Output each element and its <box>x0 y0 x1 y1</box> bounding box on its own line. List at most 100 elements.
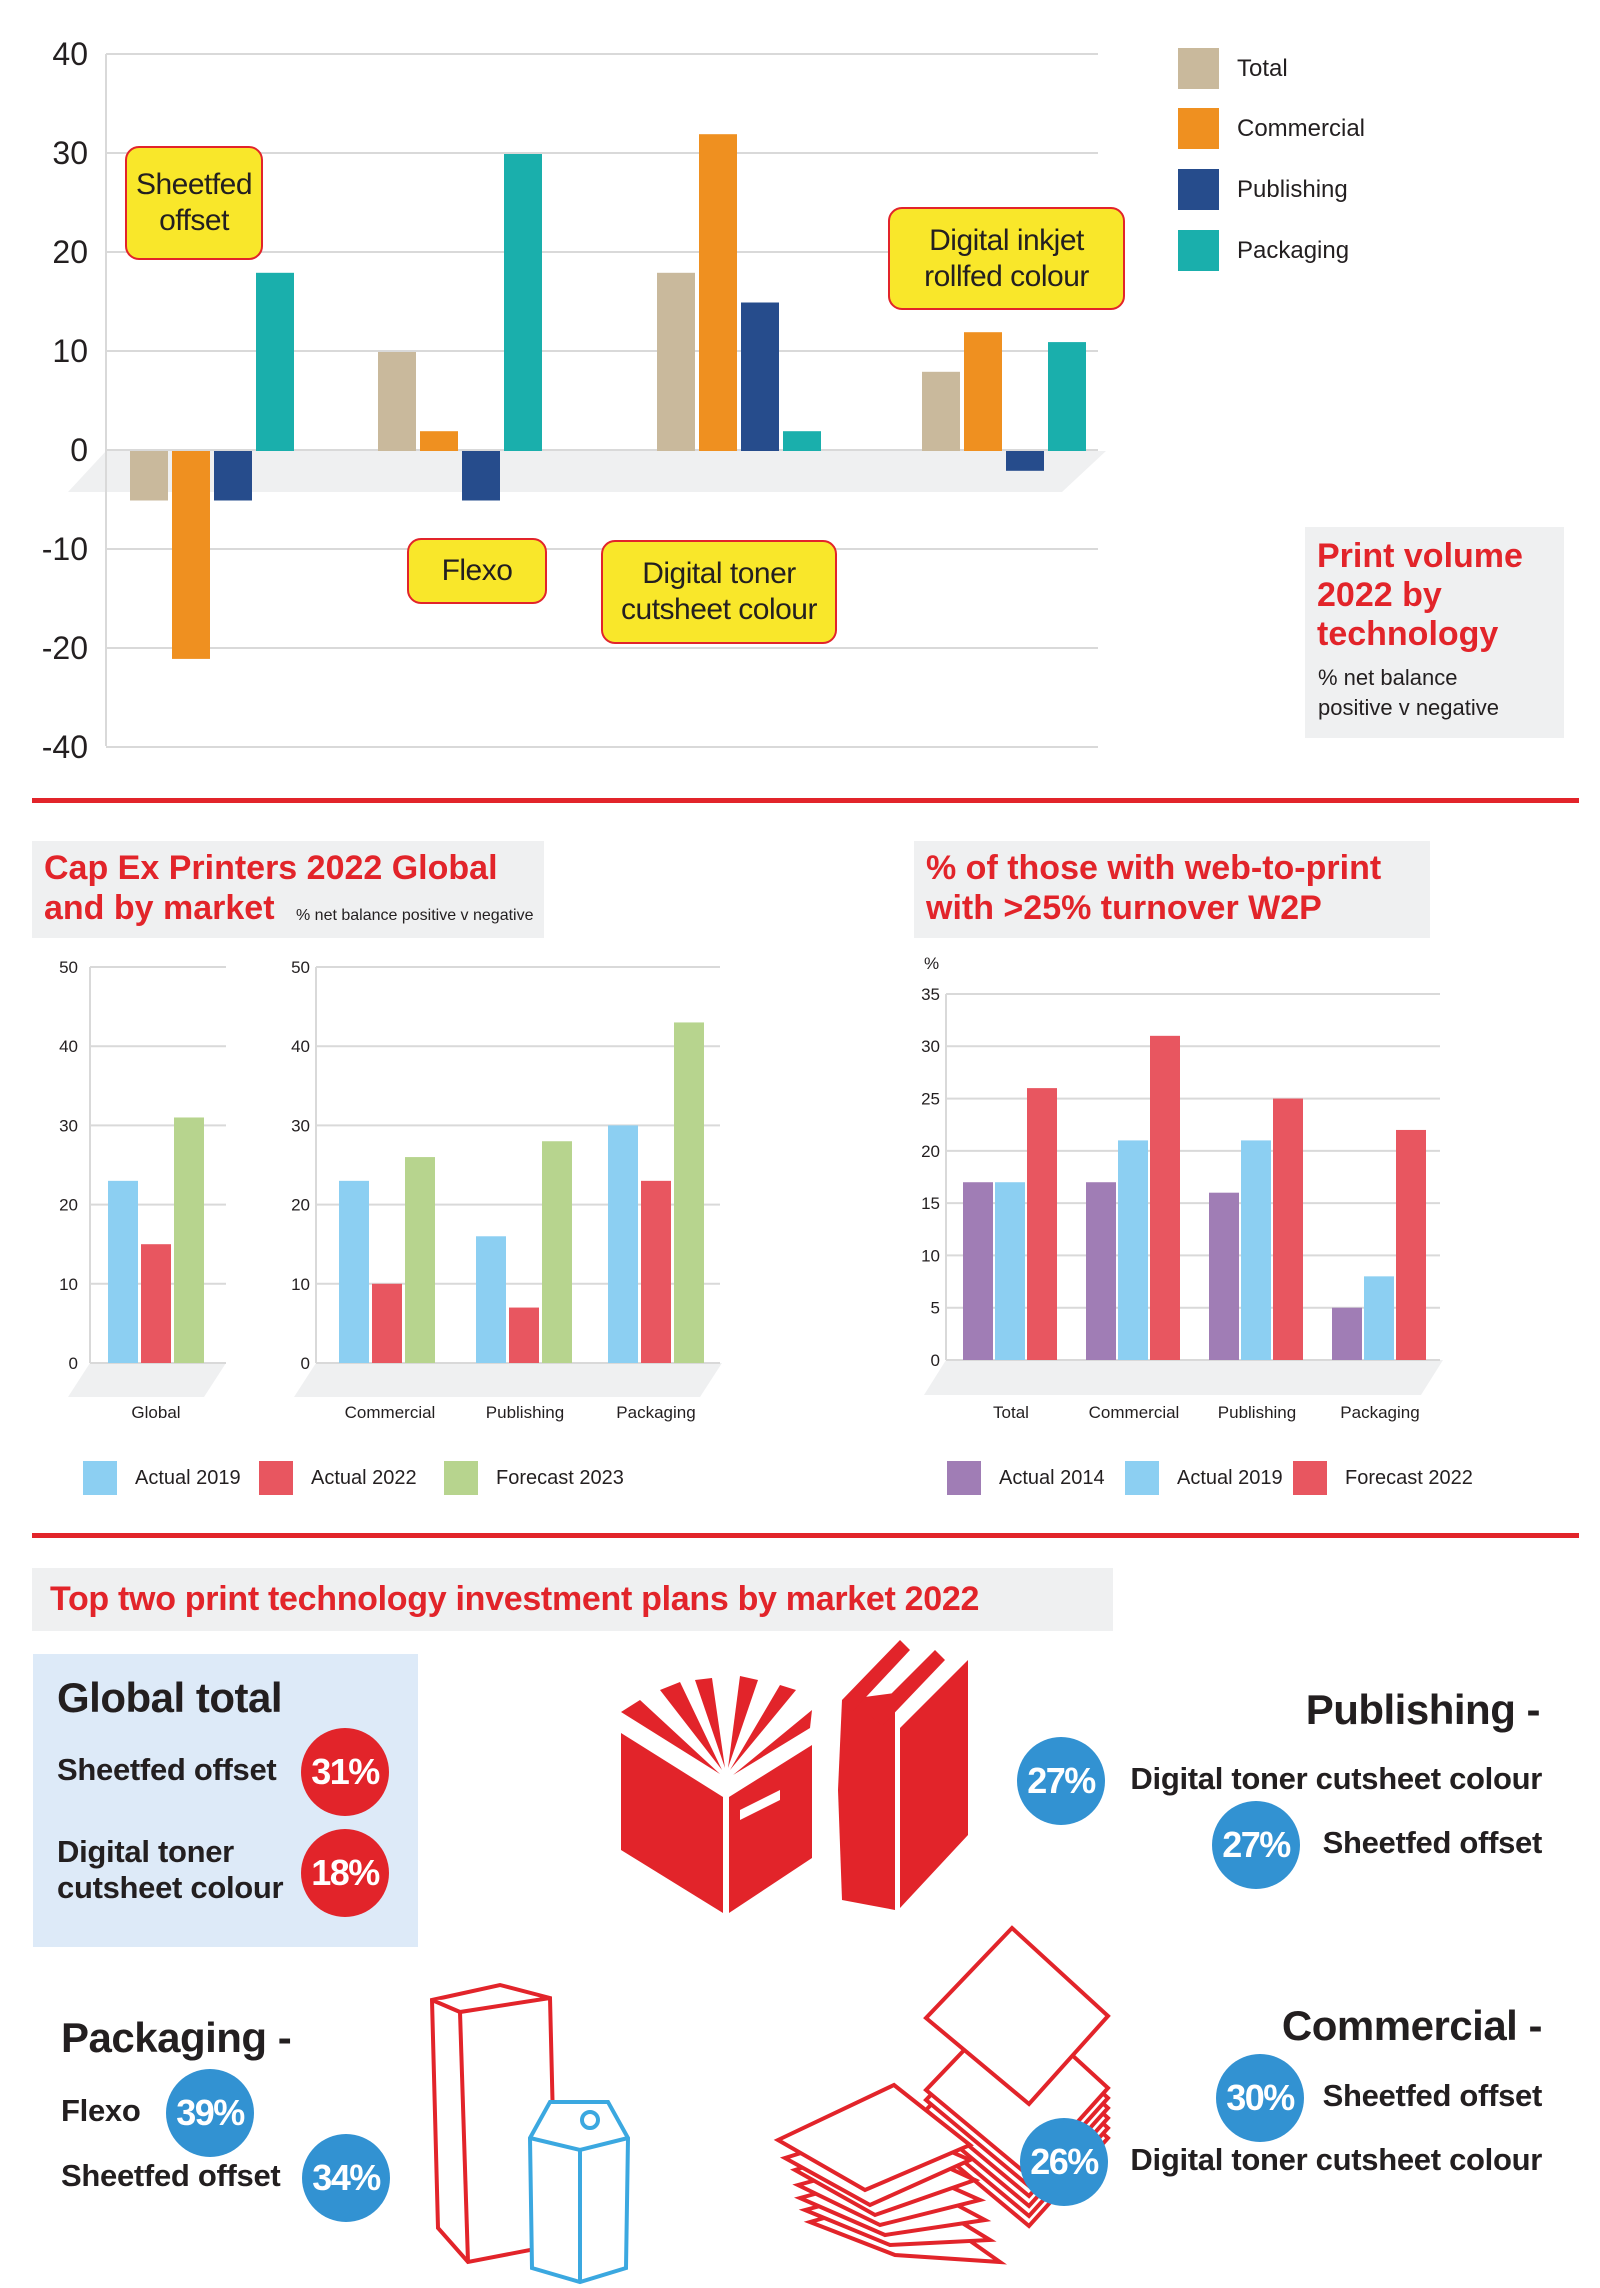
global-item-label: Sheetfed offset <box>57 1752 277 1787</box>
percent-badge: 30% <box>1216 2054 1304 2142</box>
chart-subtitle: % net balance positive v negative <box>296 907 534 924</box>
legend-actual-2014: Actual 2014 <box>947 1461 1105 1495</box>
legend-swatch <box>1178 230 1219 271</box>
chart-title: Cap Ex Printers 2022 Global <box>44 849 498 887</box>
callout-digital-inkjet: Digital inkjet rollfed colour <box>888 207 1125 310</box>
bar-actual-2019 <box>1364 1276 1394 1360</box>
bar-actual-2019 <box>476 1236 506 1363</box>
bar-forecast-2023 <box>674 1022 704 1363</box>
bar-commercial <box>420 431 458 451</box>
bar-total <box>922 371 960 451</box>
y-tick-label: 20 <box>59 1196 78 1215</box>
legend-swatch <box>83 1461 117 1495</box>
bar-actual-2019 <box>1118 1140 1148 1360</box>
percent-badge: 39% <box>166 2069 254 2157</box>
bar-total <box>130 451 168 501</box>
packaging-title: Packaging - <box>61 2014 292 2061</box>
y-tick-label: 0 <box>69 1354 78 1373</box>
y-tick-label: 50 <box>59 958 78 977</box>
w2p-chart: 0 5 10 15 20 25 30 35 <box>921 985 1443 1395</box>
capex-chart: 0 10 20 30 40 50 0 10 20 30 40 50 <box>59 958 722 1397</box>
bar-publishing <box>741 302 779 451</box>
section-divider <box>32 1533 1579 1538</box>
chart-floor <box>294 1363 722 1397</box>
legend-actual-2019: Actual 2019 <box>83 1461 241 1495</box>
y-tick-label: 10 <box>291 1275 310 1294</box>
category-label: Total <box>993 1403 1029 1422</box>
y-tick-label: 30 <box>59 1116 78 1135</box>
bar-packaging <box>783 431 821 451</box>
bar-actual-2014 <box>963 1182 993 1360</box>
legend-publishing: Publishing <box>1178 169 1348 210</box>
legend-swatch <box>1293 1461 1327 1495</box>
plans-title-box: Top two print technology investment plan… <box>32 1568 1113 1631</box>
legend-packaging: Packaging <box>1178 230 1349 271</box>
chart-floor <box>924 1360 1443 1395</box>
y-tick-label: 0 <box>931 1351 940 1370</box>
bar-actual-2019 <box>339 1180 369 1363</box>
chart-floor <box>68 1363 226 1397</box>
y-tick-label: 50 <box>291 958 310 977</box>
bar-publishing <box>1006 451 1044 471</box>
category-label: Global <box>131 1403 181 1422</box>
legend-swatch <box>259 1461 293 1495</box>
callout-digital-toner: Digital toner cutsheet colour <box>601 540 837 644</box>
callout-flexo: Flexo <box>407 538 547 604</box>
bar-forecast-2023 <box>542 1141 572 1363</box>
category-label: Packaging <box>616 1403 696 1422</box>
bar-actual-2014 <box>1332 1307 1362 1360</box>
y-tick-label: 0 <box>301 1354 310 1373</box>
legend-forecast-2022: Forecast 2022 <box>1293 1461 1473 1495</box>
publishing-title: Publishing - <box>1305 1686 1541 1733</box>
legend-swatch <box>1125 1461 1159 1495</box>
y-tick-label: -40 <box>42 729 88 765</box>
category-label: Commercial <box>344 1403 436 1422</box>
chart-title: % of those with web-to-print <box>926 849 1382 887</box>
bar-total <box>657 272 695 451</box>
print-volume-title-box: Print volume 2022 by technology % net ba… <box>1305 527 1564 738</box>
legend-swatch <box>1178 169 1219 210</box>
percent-badge: 34% <box>302 2134 390 2222</box>
chart-floor <box>68 451 1106 492</box>
bar-actual-2022 <box>509 1307 539 1363</box>
callout-sheetfed-offset: Sheetfed offset <box>125 146 263 260</box>
global-total-panel: Global total Sheetfed offset 31% Digital… <box>33 1654 418 1947</box>
y-tick-label: 25 <box>921 1090 940 1109</box>
y-tick-label: 20 <box>52 234 88 270</box>
legend-total: Total <box>1178 48 1288 89</box>
y-tick-label: 20 <box>921 1142 940 1161</box>
bar-actual-2022 <box>141 1244 171 1363</box>
legend-swatch <box>444 1461 478 1495</box>
packaging-item-label: Flexo <box>61 2093 141 2128</box>
bar-packaging <box>256 272 294 451</box>
chart-subtitle: % net balance positive v negative <box>1318 665 1499 720</box>
y-tick-label: 30 <box>921 1037 940 1056</box>
bar-actual-2022 <box>372 1283 402 1363</box>
percent-badge: 27% <box>1017 1737 1105 1825</box>
bar-actual-2014 <box>1209 1192 1239 1360</box>
bar-commercial <box>964 332 1002 451</box>
drink-carton-icon <box>429 1982 631 2285</box>
percent-badge: 27% <box>1212 1801 1300 1889</box>
y-tick-label: 10 <box>921 1246 940 1265</box>
plans-title: Top two print technology investment plan… <box>50 1580 980 1618</box>
legend-swatch <box>947 1461 981 1495</box>
y-tick-label: 40 <box>291 1037 310 1056</box>
legend-actual-2022: Actual 2022 <box>259 1461 417 1495</box>
bar-actual-2014 <box>1086 1182 1116 1360</box>
global-total-title: Global total <box>57 1674 283 1721</box>
legend-actual-2019-w2p: Actual 2019 <box>1125 1461 1283 1495</box>
bar-actual-2022 <box>641 1180 671 1363</box>
y-tick-label: -20 <box>42 630 88 666</box>
section-divider <box>32 798 1579 803</box>
y-tick-label: 20 <box>291 1196 310 1215</box>
bar-publishing <box>462 451 500 501</box>
w2p-title-box: % of those with web-to-print with >25% t… <box>914 841 1430 938</box>
publishing-item-label: Digital toner cutsheet colour <box>1130 1761 1542 1796</box>
bar-forecast-2023 <box>405 1157 435 1363</box>
legend-swatch <box>1178 108 1219 149</box>
bar-publishing <box>214 451 252 501</box>
y-tick-label: 35 <box>921 985 940 1004</box>
percent-badge: 18% <box>301 1829 389 1917</box>
